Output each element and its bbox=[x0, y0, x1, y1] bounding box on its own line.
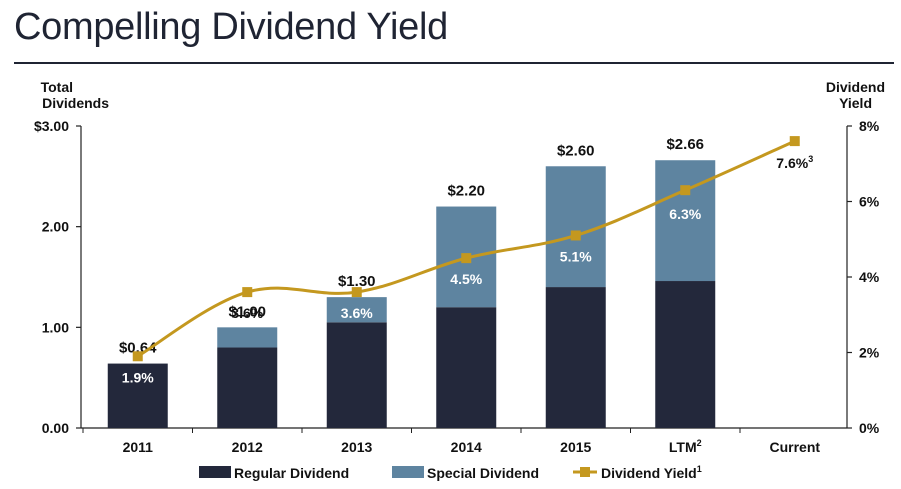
dividend-yield-marker bbox=[132, 351, 143, 362]
dividend-yield-label: 7.6%3 bbox=[776, 154, 813, 171]
legend-swatch bbox=[199, 466, 231, 478]
legend-swatch bbox=[392, 466, 424, 478]
bar-regular-dividend bbox=[326, 322, 387, 428]
bar-regular-dividend bbox=[217, 347, 278, 428]
right-axis-tick-label: 2% bbox=[859, 345, 880, 361]
left-axis-tick-label: 0.00 bbox=[42, 420, 69, 436]
legend-swatch-marker bbox=[580, 467, 590, 477]
dividend-yield-label: 3.6% bbox=[231, 305, 263, 321]
x-axis-category-label: 2015 bbox=[560, 439, 591, 455]
dividend-yield-label: 1.9% bbox=[122, 369, 154, 385]
x-axis-category-label: 2013 bbox=[341, 439, 372, 455]
right-axis-tick-label: 4% bbox=[859, 269, 880, 285]
right-axis-title: Yield bbox=[839, 95, 872, 111]
left-axis-title: Dividends bbox=[42, 95, 109, 111]
bar-total-label: $1.00 bbox=[228, 303, 266, 320]
left-axis-tick-label: 2.00 bbox=[42, 219, 69, 235]
left-axis-title: Total bbox=[41, 79, 73, 95]
dividend-yield-label: 6.3% bbox=[669, 206, 701, 222]
bar-total-label: $2.60 bbox=[557, 142, 595, 159]
dividend-yield-label: 3.6% bbox=[341, 305, 373, 321]
dividend-yield-marker bbox=[242, 287, 253, 298]
legend-label: Special Dividend bbox=[427, 465, 539, 481]
x-axis-category-label: Current bbox=[769, 439, 820, 455]
right-axis-tick-label: 0% bbox=[859, 420, 880, 436]
bar-regular-dividend bbox=[436, 307, 497, 428]
bar-total-label: $2.20 bbox=[447, 183, 485, 200]
right-axis-title: Dividend bbox=[826, 79, 885, 95]
x-axis-category-label-superscript: 2 bbox=[697, 438, 702, 448]
left-axis-tick-label: $3.00 bbox=[34, 118, 69, 134]
bar-total-label: $2.66 bbox=[666, 136, 704, 153]
dividend-yield-marker bbox=[680, 185, 691, 196]
x-axis-category-label: 2014 bbox=[451, 439, 482, 455]
title-underline bbox=[14, 62, 894, 64]
bar-regular-dividend bbox=[655, 281, 716, 428]
dividend-yield-marker bbox=[570, 230, 581, 241]
x-axis-category-label: LTM2 bbox=[669, 438, 702, 455]
bar-special-dividend bbox=[545, 166, 606, 288]
dividend-yield-label: 5.1% bbox=[560, 248, 592, 264]
x-axis-category-label: 2012 bbox=[232, 439, 263, 455]
bar-total-label: $0.64 bbox=[119, 340, 157, 357]
x-axis-category-label: 2011 bbox=[123, 439, 154, 455]
dividend-yield-marker bbox=[351, 287, 362, 298]
bar-total-label: $1.30 bbox=[338, 273, 376, 290]
dividend-yield-label-superscript: 3 bbox=[808, 154, 813, 164]
legend-label: Dividend Yield1 bbox=[601, 464, 702, 481]
dividend-yield-marker bbox=[789, 136, 800, 147]
legend-label: Regular Dividend bbox=[234, 465, 349, 481]
right-axis-tick-label: 8% bbox=[859, 118, 880, 134]
bar-special-dividend bbox=[217, 327, 278, 348]
left-axis-tick-label: 1.00 bbox=[42, 319, 69, 335]
page-title: Compelling Dividend Yield bbox=[14, 6, 448, 48]
dividend-yield-marker bbox=[461, 253, 472, 264]
bar-regular-dividend bbox=[545, 287, 606, 428]
bar-regular-dividend bbox=[107, 363, 168, 428]
legend-label-superscript: 1 bbox=[697, 464, 702, 474]
bar-special-dividend bbox=[326, 297, 387, 323]
right-axis-tick-label: 6% bbox=[859, 194, 880, 210]
dividend-yield-label: 4.5% bbox=[450, 271, 482, 287]
